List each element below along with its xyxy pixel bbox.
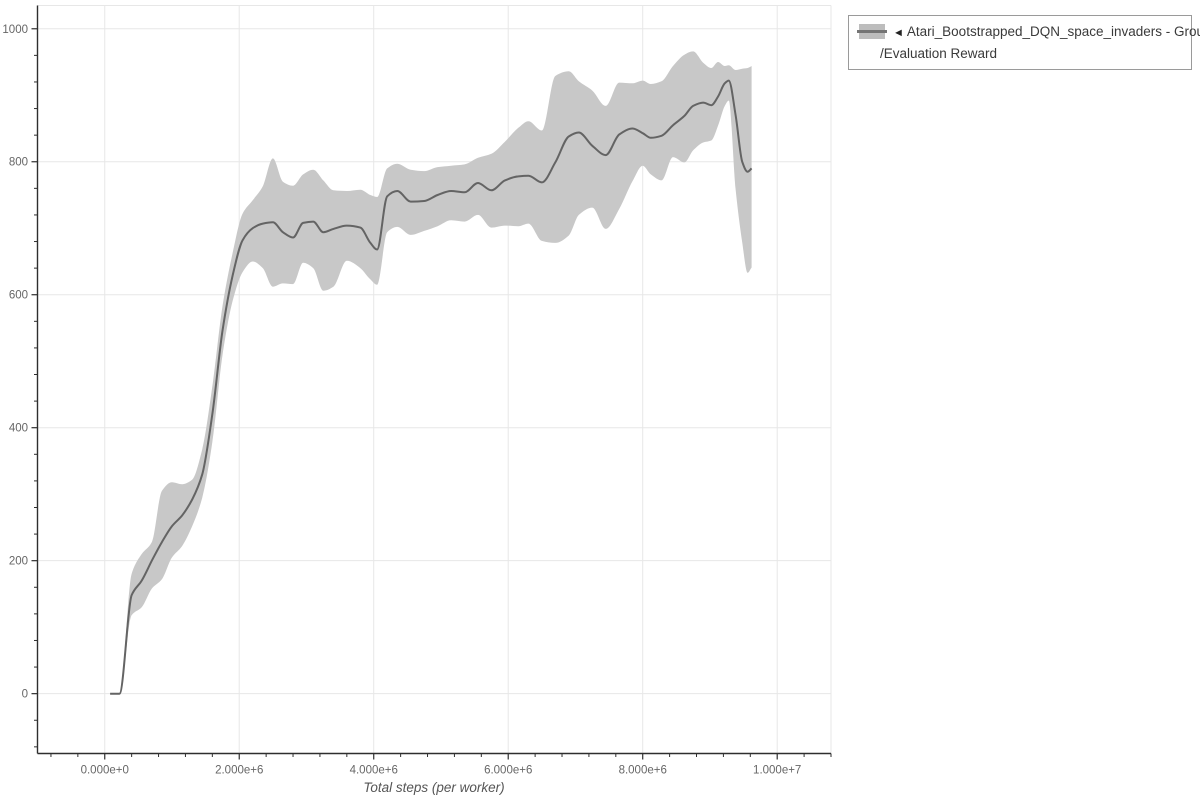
y-tick-label: 400 xyxy=(9,423,28,435)
y-tick-label: 600 xyxy=(9,290,28,302)
legend-line-swatch xyxy=(857,30,887,33)
legend-series-name: Atari_Bootstrapped_DQN_space_invaders - … xyxy=(906,24,1200,39)
legend-band-swatch xyxy=(857,24,887,39)
x-tick-label: 6.000e+6 xyxy=(484,765,532,777)
y-tick-label: 0 xyxy=(22,689,28,701)
y-tick-label: 800 xyxy=(9,157,28,169)
y-tick-label: 200 xyxy=(9,556,28,568)
legend-label-line1: ◄ Atari_Bootstrapped_DQN_space_invaders … xyxy=(893,24,1200,39)
x-tick-label: 0.000e+0 xyxy=(81,765,129,777)
legend-item[interactable]: ◄ Atari_Bootstrapped_DQN_space_invaders … xyxy=(857,24,1200,39)
x-tick-label: 8.000e+6 xyxy=(619,765,667,777)
confidence-band xyxy=(110,51,752,694)
legend-metric-name: /Evaluation Reward xyxy=(880,46,998,61)
y-tick-label: 1000 xyxy=(2,24,28,36)
x-axis-title: Total steps (per worker) xyxy=(363,780,505,795)
x-tick-label: 2.000e+6 xyxy=(215,765,263,777)
legend[interactable]: ◄ Atari_Bootstrapped_DQN_space_invaders … xyxy=(848,15,1200,70)
mean-line xyxy=(110,79,753,695)
legend-collapse-icon[interactable]: ◄ xyxy=(893,27,904,39)
x-tick-label: 4.000e+6 xyxy=(350,765,398,777)
x-tick-label: 1.000e+7 xyxy=(753,765,801,777)
